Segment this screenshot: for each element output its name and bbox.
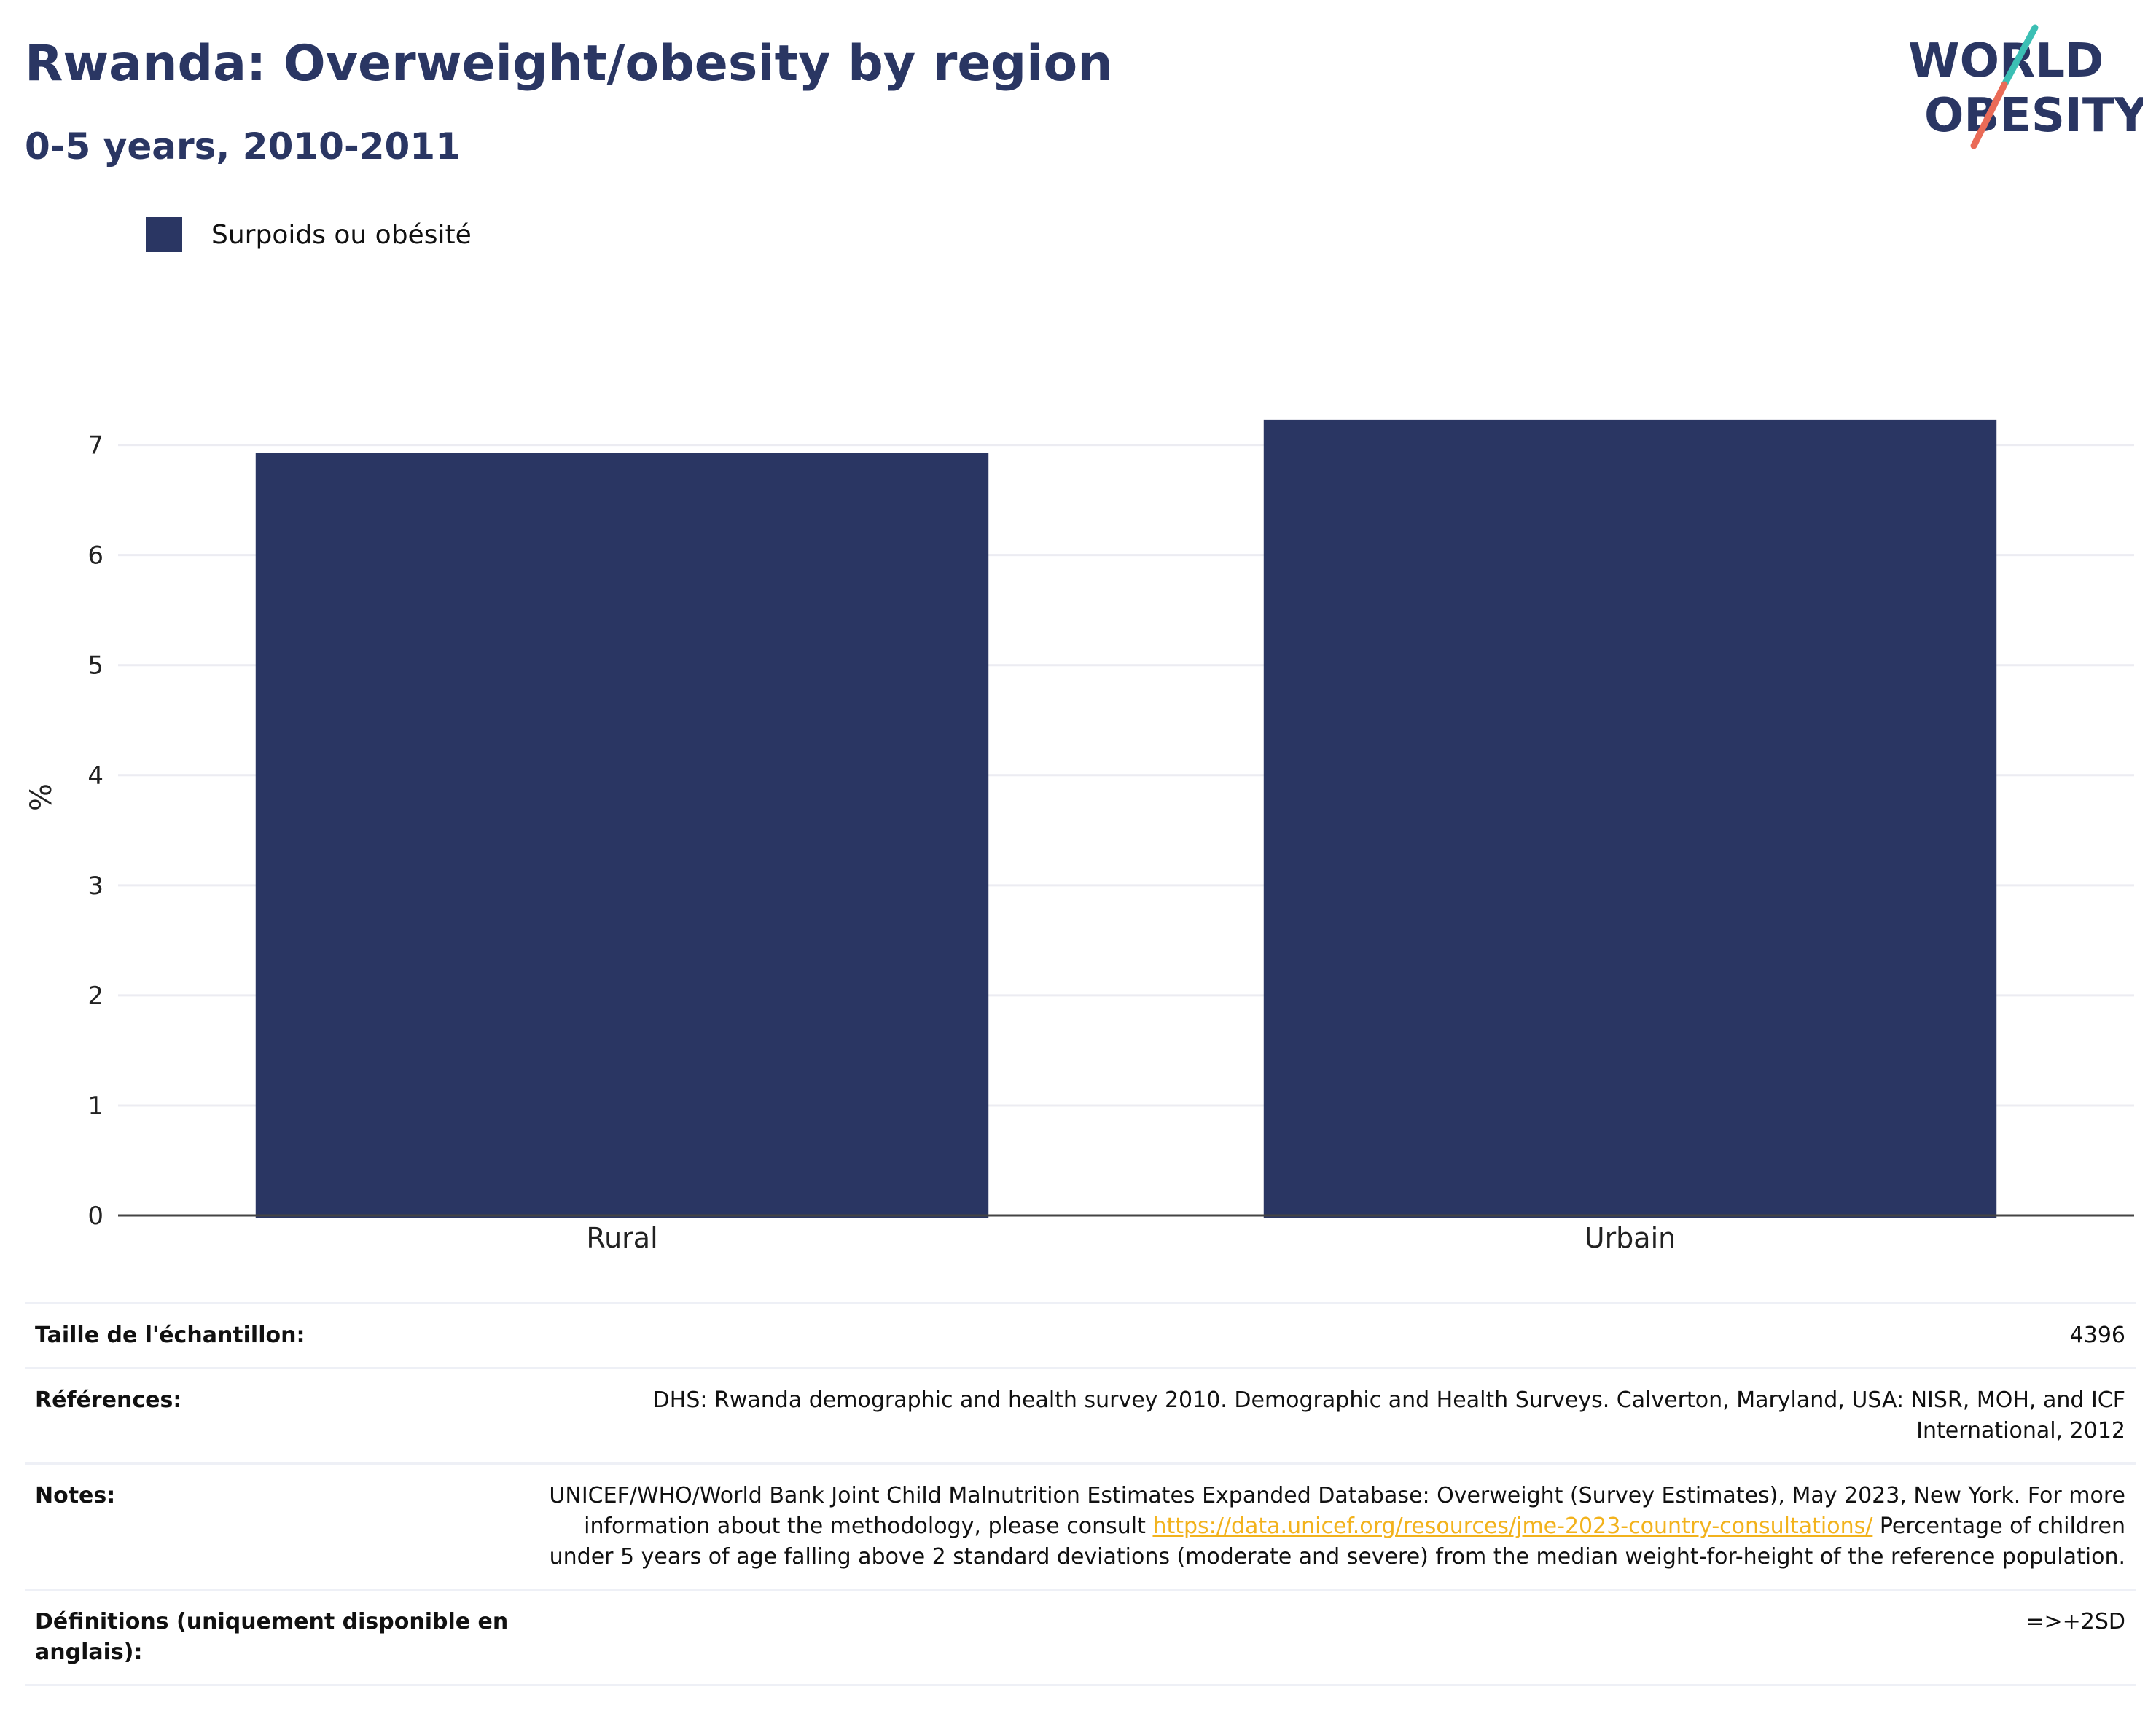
logo-word-obesity: OBESITY xyxy=(1924,89,2143,143)
info-row-references: Références: DHS: Rwanda demographic and … xyxy=(25,1367,2136,1464)
y-axis-label: % xyxy=(25,783,58,811)
notes-link[interactable]: https://data.unicef.org/resources/jme-20… xyxy=(1152,1513,1873,1539)
logo-slash-top xyxy=(2001,24,2039,88)
sample-size-label: Taille de l'échantillon: xyxy=(25,1302,526,1368)
world-obesity-logo: WORLD OBESITY xyxy=(1908,24,2143,149)
bar-urbain xyxy=(1263,419,1997,1219)
legend-swatch xyxy=(146,217,182,252)
chart-subtitle: 0-5 years, 2010-2011 xyxy=(25,125,461,168)
y-tick-label: 7 xyxy=(87,431,103,461)
bar-chart: 0 1 2 3 4 5 6 7 Rural Urbain% xyxy=(25,419,2134,1254)
x-tick-label: Urbain xyxy=(1585,1222,1676,1254)
definitions-value: =>+2SD xyxy=(526,1589,2136,1686)
info-row-sample-size: Taille de l'échantillon: 4396 xyxy=(25,1302,2136,1368)
y-tick-label: 5 xyxy=(87,651,103,681)
notes-value: UNICEF/WHO/World Bank Joint Child Malnut… xyxy=(526,1462,2136,1590)
notes-label: Notes: xyxy=(25,1462,526,1590)
sample-size-value: 4396 xyxy=(526,1302,2136,1368)
y-tick-label: 6 xyxy=(87,541,103,571)
chart-title: Rwanda: Overweight/obesity by region xyxy=(25,35,1113,93)
references-value: DHS: Rwanda demographic and health surve… xyxy=(526,1367,2136,1464)
y-tick-label: 2 xyxy=(87,982,103,1011)
references-label: Références: xyxy=(25,1367,526,1464)
legend-label: Surpoids ou obésité xyxy=(211,219,472,250)
info-row-definitions: Définitions (uniquement disponible en an… xyxy=(25,1589,2136,1686)
logo-slash-bottom xyxy=(1970,81,2008,149)
y-tick-label: 4 xyxy=(87,761,103,791)
notes-text-after: Percentage of children under 5 years of … xyxy=(549,1513,2125,1570)
y-tick-label: 3 xyxy=(87,872,103,901)
y-tick-label: 0 xyxy=(87,1202,103,1231)
x-tick-label: Rural xyxy=(586,1222,657,1254)
legend[interactable]: Surpoids ou obésité xyxy=(146,217,472,252)
notes-text-before: UNICEF/WHO/World Bank Joint Child Malnut… xyxy=(549,1483,2125,1539)
definitions-label: Définitions (uniquement disponible en an… xyxy=(25,1589,526,1686)
info-row-notes: Notes: UNICEF/WHO/World Bank Joint Child… xyxy=(25,1462,2136,1590)
y-tick-label: 1 xyxy=(87,1092,103,1121)
bar-rural xyxy=(255,453,989,1218)
info-table: Taille de l'échantillon: 4396 Références… xyxy=(25,1302,2136,1686)
